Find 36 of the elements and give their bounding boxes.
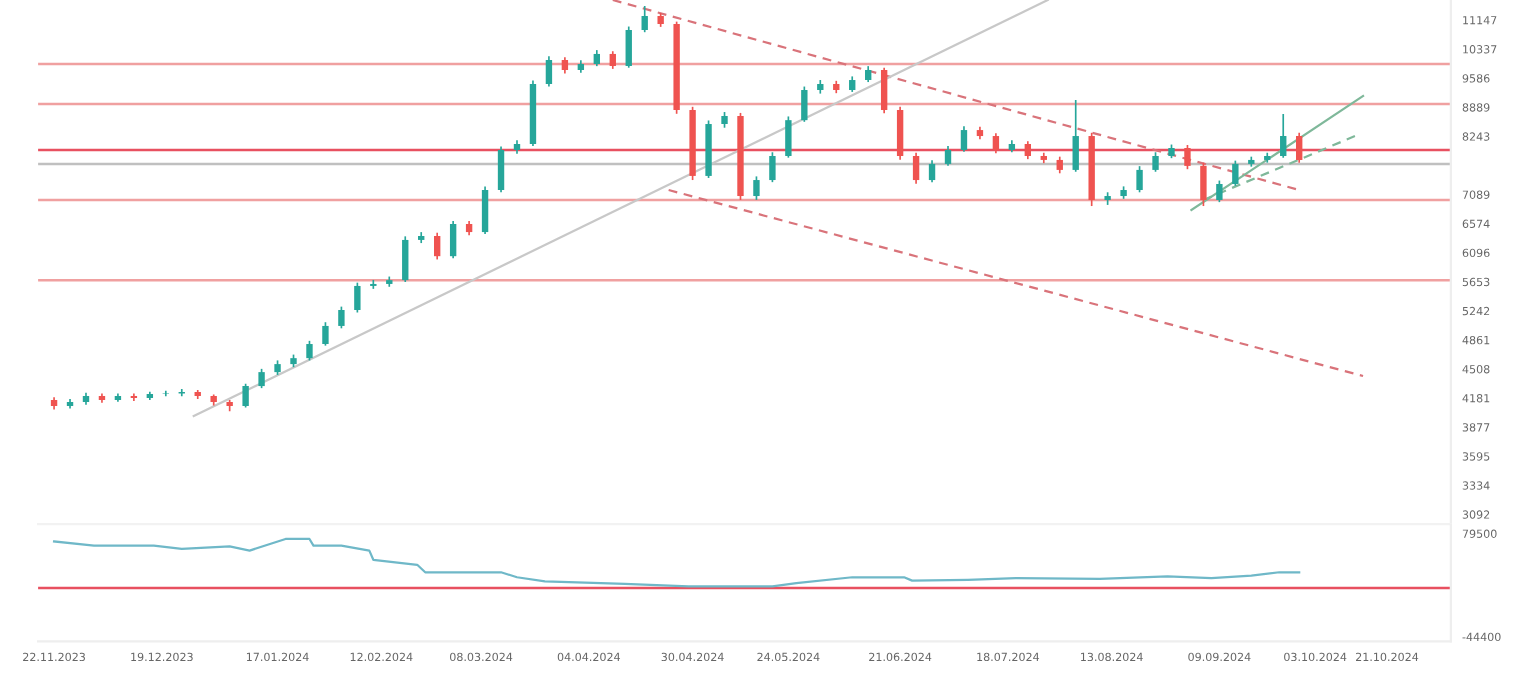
candlestick — [1184, 144, 1191, 171]
candlestick — [258, 368, 265, 389]
candlestick — [912, 151, 920, 185]
candlestick — [1136, 165, 1143, 194]
candlestick — [370, 279, 377, 290]
candlestick — [433, 231, 441, 261]
candlestick — [402, 235, 409, 283]
candlestick — [1072, 99, 1079, 173]
candlestick — [641, 5, 648, 34]
candlestick — [625, 25, 632, 69]
candlestick — [960, 125, 968, 153]
candlestick — [449, 220, 457, 260]
candlestick — [896, 105, 904, 161]
candlestick — [785, 115, 792, 159]
candlestick — [1232, 159, 1239, 187]
candlestick — [769, 151, 776, 183]
candlestick — [322, 321, 329, 347]
candlestick — [1216, 179, 1223, 203]
candlestick — [306, 340, 313, 362]
candlestick — [497, 145, 505, 194]
candlestick — [801, 85, 808, 123]
candlestick — [1280, 113, 1287, 159]
candlestick — [545, 55, 553, 88]
candlestick — [354, 281, 361, 314]
candlestick — [880, 66, 888, 115]
candlestick — [338, 305, 345, 330]
candlestick — [928, 159, 936, 183]
candlestick — [481, 185, 489, 235]
candlestick — [992, 132, 1000, 155]
candlestick — [1200, 161, 1207, 207]
candlestick — [242, 382, 249, 409]
candlestick — [944, 145, 952, 167]
candlestick — [1296, 131, 1303, 164]
candlestick — [1152, 151, 1159, 173]
candlestick — [753, 175, 760, 201]
line-series — [52, 537, 1301, 588]
